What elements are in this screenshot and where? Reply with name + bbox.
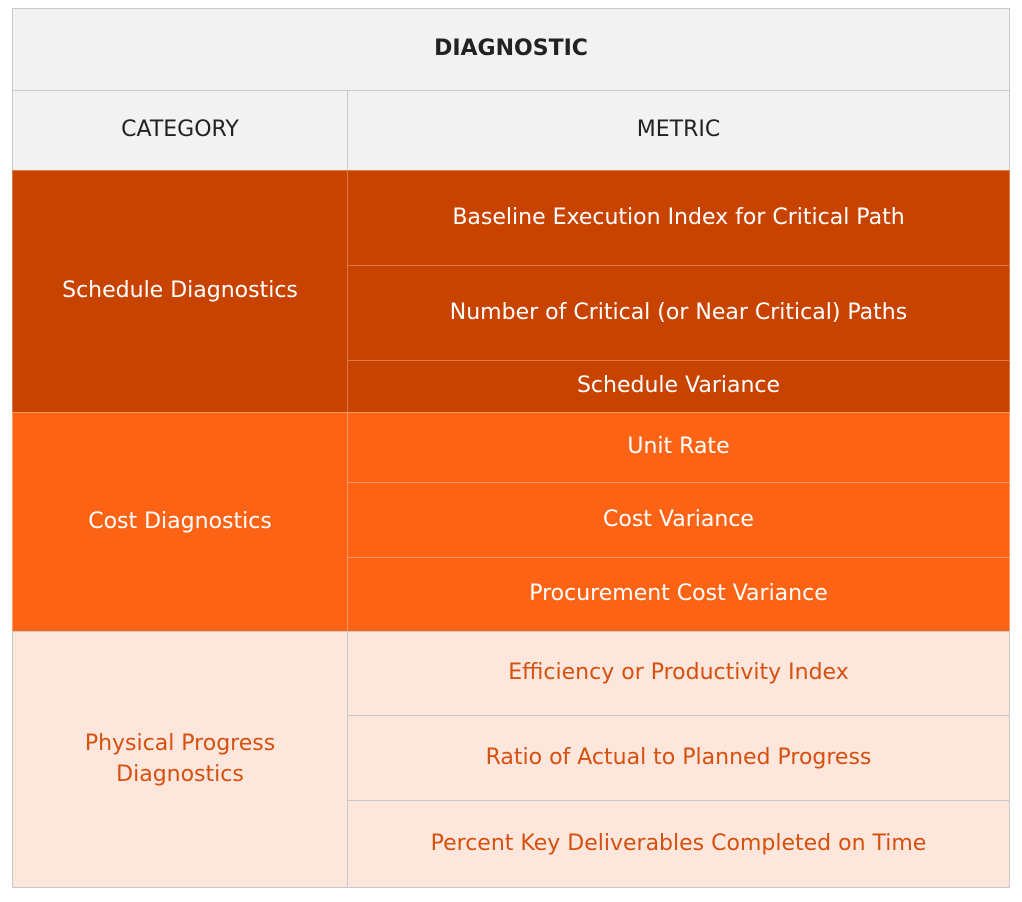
category-cell: Physical Progress Diagnostics: [12, 631, 348, 888]
metric-cell: Efficiency or Productivity Index: [347, 631, 1010, 716]
column-header: CATEGORY: [12, 90, 348, 171]
metric-cell: Baseline Execution Index for Critical Pa…: [347, 170, 1010, 266]
metric-cell: Procurement Cost Variance: [347, 557, 1010, 632]
column-header: METRIC: [347, 90, 1010, 171]
metric-cell: Ratio of Actual to Planned Progress: [347, 715, 1010, 801]
category-cell: Cost Diagnostics: [12, 412, 348, 632]
metric-cell: Number of Critical (or Near Critical) Pa…: [347, 265, 1010, 361]
metric-cell: Unit Rate: [347, 412, 1010, 483]
metric-cell: Schedule Variance: [347, 360, 1010, 413]
metric-cell: Cost Variance: [347, 482, 1010, 558]
category-cell: Schedule Diagnostics: [12, 170, 348, 413]
table-title: DIAGNOSTIC: [12, 8, 1010, 91]
metric-cell: Percent Key Deliverables Completed on Ti…: [347, 800, 1010, 888]
